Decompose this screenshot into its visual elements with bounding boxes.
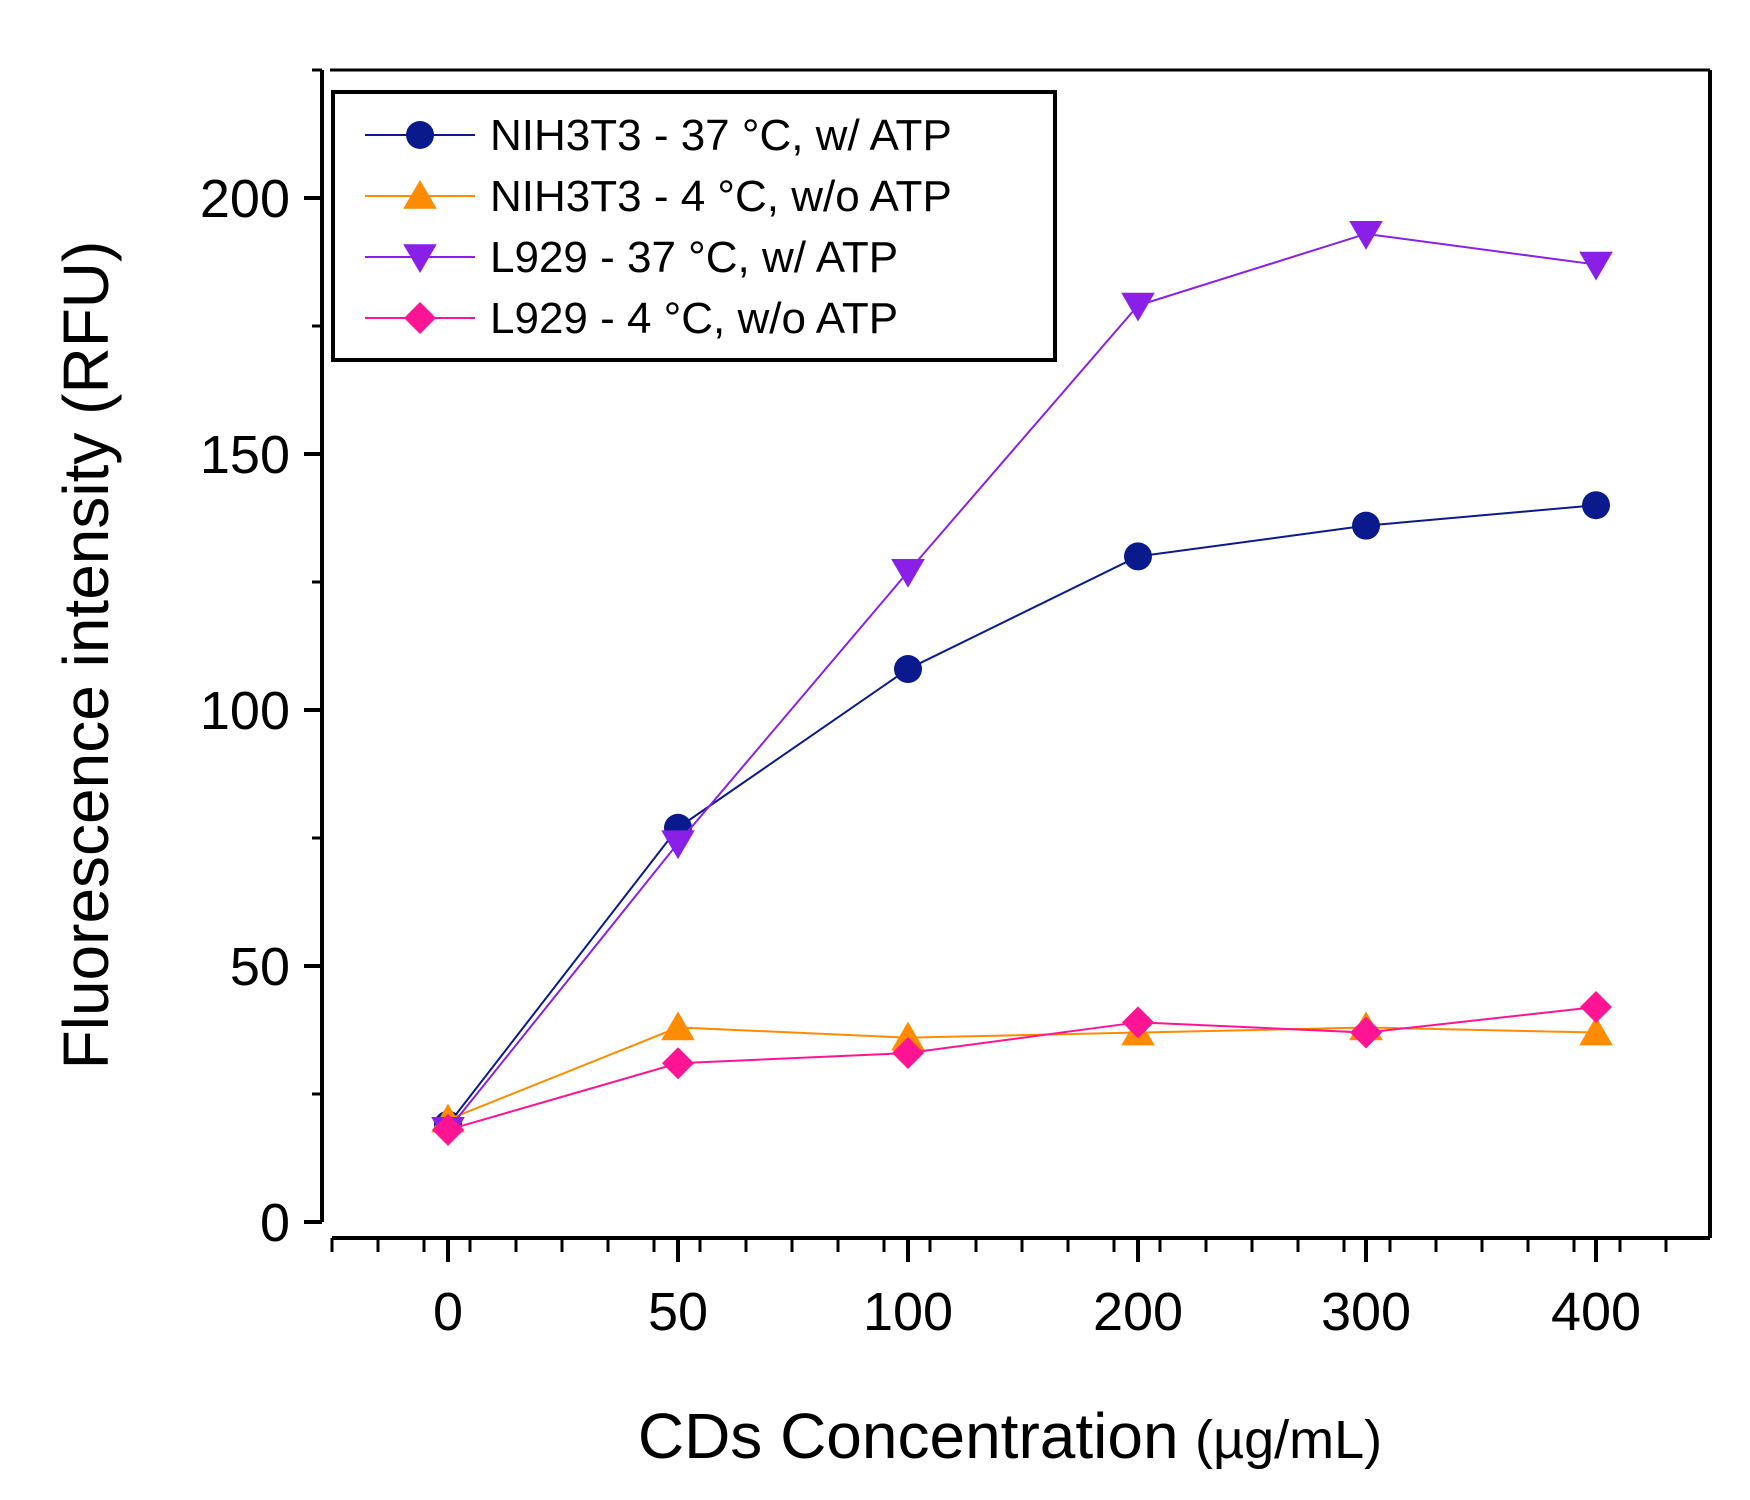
x-ticks: 0 50 100 200 300 400 xyxy=(330,1238,1668,1342)
series-line xyxy=(447,1026,1597,1121)
y-ticks: 0 50 100 150 200 xyxy=(200,68,322,1253)
legend-item-2: NIH3T3 - 4 °C, w/o ATP xyxy=(365,172,952,221)
data-point xyxy=(1352,511,1380,540)
y-tick-label: 200 xyxy=(200,169,290,229)
series-line xyxy=(447,504,1597,1126)
legend-item-1: NIH3T3 - 37 °C, w/ ATP xyxy=(365,111,952,160)
data-point xyxy=(661,830,695,860)
x-axis-title: CDs Concentration (µg/mL) xyxy=(638,1400,1382,1472)
data-point xyxy=(1582,491,1610,520)
x-tick-label: 300 xyxy=(1321,1282,1411,1342)
data-point xyxy=(894,655,922,684)
series-line xyxy=(447,232,1597,1131)
y-tick-label: 100 xyxy=(200,681,290,741)
legend-label: L929 - 4 °C, w/o ATP xyxy=(490,294,898,343)
data-point xyxy=(661,1011,695,1041)
legend-label: NIH3T3 - 4 °C, w/o ATP xyxy=(490,172,952,221)
legend-marker xyxy=(406,121,434,149)
y-tick-label: 50 xyxy=(230,937,290,997)
series-2 xyxy=(431,1011,1613,1133)
series-layer xyxy=(431,221,1613,1146)
x-tick-label: 0 xyxy=(433,1282,463,1342)
data-point xyxy=(1349,221,1383,250)
y-tick-label: 150 xyxy=(200,425,290,485)
legend-items: NIH3T3 - 37 °C, w/ ATP NIH3T3 - 4 °C, w/o… xyxy=(365,111,952,343)
legend-marker xyxy=(404,302,436,334)
legend-marker xyxy=(403,244,437,273)
y-tick-label: 0 xyxy=(260,1193,290,1253)
legend-marker xyxy=(403,180,437,209)
data-point xyxy=(1121,292,1155,322)
x-axis-title-unit: (µg/mL) xyxy=(1195,1410,1382,1470)
x-tick-label: 50 xyxy=(648,1282,708,1342)
legend-item-3: L929 - 37 °C, w/ ATP xyxy=(365,233,898,282)
x-tick-label: 400 xyxy=(1551,1282,1641,1342)
series-line xyxy=(447,1005,1597,1131)
series-3 xyxy=(431,221,1613,1146)
series-1 xyxy=(434,491,1610,1139)
data-point xyxy=(662,1047,694,1080)
data-point xyxy=(1580,990,1612,1023)
legend-item-4: L929 - 4 °C, w/o ATP xyxy=(365,294,898,343)
x-tick-label: 200 xyxy=(1093,1282,1183,1342)
data-point xyxy=(1579,251,1613,281)
data-point xyxy=(892,1037,924,1070)
data-point xyxy=(1350,1016,1382,1049)
data-point xyxy=(1122,1006,1154,1039)
legend-label: L929 - 37 °C, w/ ATP xyxy=(490,233,898,282)
x-tick-label: 100 xyxy=(863,1282,953,1342)
series-4 xyxy=(432,990,1612,1146)
data-point xyxy=(891,1021,925,1051)
data-point xyxy=(432,1113,464,1146)
y-axis-title: Fluorescence intensity (RFU) xyxy=(50,241,122,1070)
data-point xyxy=(1579,1016,1613,1046)
x-axis-title-main: CDs Concentration xyxy=(638,1400,1179,1472)
data-point xyxy=(1124,542,1152,571)
legend-label: NIH3T3 - 37 °C, w/ ATP xyxy=(490,111,952,160)
legend-box xyxy=(331,90,1057,362)
legend: NIH3T3 - 37 °C, w/ ATP NIH3T3 - 4 °C, w/o… xyxy=(331,90,1057,362)
data-point xyxy=(891,558,925,588)
